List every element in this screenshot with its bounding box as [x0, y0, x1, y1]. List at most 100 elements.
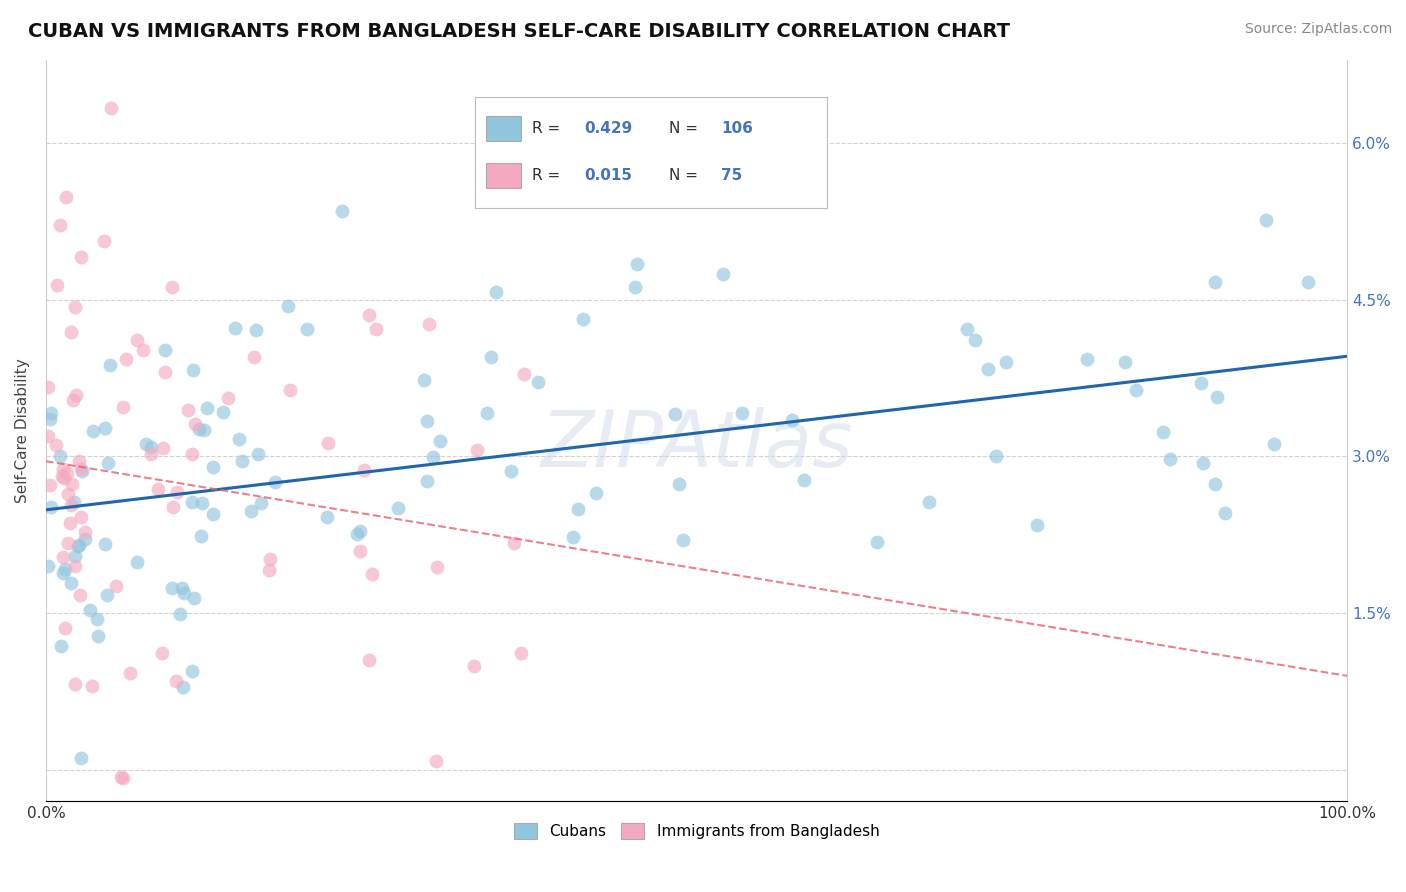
Point [67, 454, 90, 468]
Point [316, 509, 339, 524]
Point [80, 679, 103, 693]
Point [53, 471, 76, 485]
Point [318, 436, 340, 450]
Point [977, 362, 1000, 376]
Point [39, 406, 62, 420]
Point [75, 525, 97, 540]
Y-axis label: Self-Care Disability: Self-Care Disability [15, 358, 30, 502]
Point [190, 528, 212, 542]
Point [97, 456, 120, 470]
Point [62, 392, 84, 407]
Point [111, 400, 134, 414]
Point [711, 267, 734, 281]
Point [202, 459, 225, 474]
Point [53, 562, 76, 576]
Point [416, 475, 439, 489]
Point [502, 535, 524, 549]
Point [52, 549, 75, 564]
Point [65, 549, 87, 563]
Point [422, 450, 444, 465]
Point [353, 463, 375, 477]
Point [65, 388, 87, 402]
Point [425, 754, 447, 768]
Point [955, 321, 977, 335]
Point [195, 401, 218, 416]
Point [1125, 383, 1147, 397]
Point [98, 358, 121, 372]
Point [357, 308, 380, 322]
Point [139, 441, 162, 455]
Point [1256, 213, 1278, 227]
Point [110, 770, 132, 784]
Point [278, 383, 301, 397]
Point [357, 653, 380, 667]
Text: ZIPAtlas: ZIPAtlas [540, 407, 853, 483]
Point [510, 647, 533, 661]
Point [132, 343, 155, 357]
Point [69, 588, 91, 602]
Point [479, 350, 502, 364]
Point [465, 443, 488, 458]
Point [45, 438, 67, 452]
Point [782, 413, 804, 427]
Point [49, 218, 72, 232]
Point [79, 603, 101, 617]
Point [918, 495, 941, 509]
Point [59, 516, 82, 531]
Point [177, 402, 200, 417]
Point [37, 559, 59, 574]
Point [349, 524, 371, 538]
Point [70, 461, 93, 475]
Point [86, 612, 108, 626]
Point [387, 500, 409, 515]
Point [118, 666, 141, 681]
Point [39, 412, 62, 426]
Point [169, 607, 191, 622]
Point [165, 674, 187, 689]
Point [1189, 376, 1212, 391]
Point [263, 475, 285, 490]
Point [166, 485, 188, 500]
Point [52, 566, 75, 581]
Point [96, 588, 118, 602]
Point [1159, 452, 1181, 467]
Point [39, 500, 62, 515]
Point [153, 343, 176, 357]
Point [60, 325, 83, 339]
Point [125, 555, 148, 569]
Point [672, 533, 695, 548]
Point [60, 499, 83, 513]
Point [240, 504, 263, 518]
Point [1152, 425, 1174, 440]
Point [1263, 436, 1285, 450]
Point [360, 567, 382, 582]
Point [429, 434, 451, 448]
Point [585, 485, 607, 500]
Point [37, 428, 59, 442]
Point [56, 536, 79, 550]
Point [191, 496, 214, 510]
Point [162, 500, 184, 514]
Point [73, 533, 96, 547]
Point [70, 509, 93, 524]
Point [93, 234, 115, 248]
Point [114, 351, 136, 366]
Point [259, 551, 281, 566]
Point [49, 450, 72, 464]
Point [793, 473, 815, 487]
Point [139, 447, 162, 461]
Point [277, 300, 299, 314]
Point [246, 447, 269, 461]
Point [70, 751, 93, 765]
Text: Source: ZipAtlas.com: Source: ZipAtlas.com [1244, 22, 1392, 37]
Point [330, 204, 353, 219]
Point [217, 391, 239, 405]
Point [995, 354, 1018, 368]
Point [56, 486, 79, 500]
Point [100, 101, 122, 115]
Point [160, 279, 183, 293]
Point [731, 406, 754, 420]
Point [152, 442, 174, 456]
Point [104, 579, 127, 593]
Point [526, 375, 548, 389]
